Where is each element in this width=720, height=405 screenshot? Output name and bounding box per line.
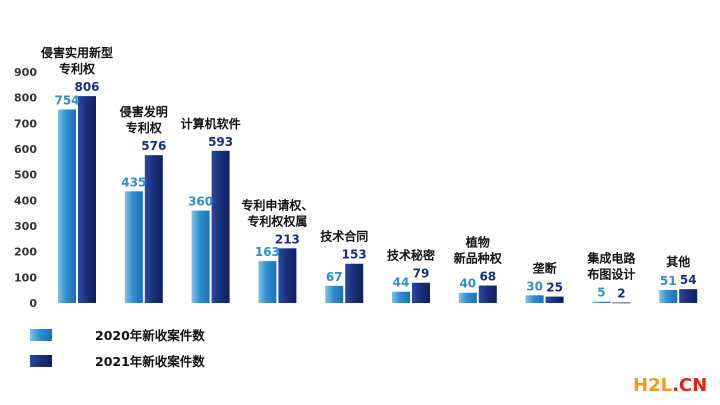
legend-label: 2021年新收案件数: [95, 354, 205, 369]
category-label: 侵害实用新型: [40, 45, 113, 60]
bars-group: [58, 96, 698, 304]
bar-2020: [58, 109, 76, 304]
data-label: 163: [255, 245, 280, 259]
bar-2020: [258, 261, 277, 303]
category-label: 植物: [465, 235, 490, 250]
category-label: 侵害发明: [119, 104, 168, 119]
y-tick-label: 0: [29, 297, 37, 310]
category-label: 技术合同: [320, 229, 368, 244]
bar-2021: [612, 302, 631, 304]
y-tick-label: 600: [14, 143, 37, 156]
category-label: 计算机软件: [181, 116, 241, 131]
category-label: 专利申请权、: [241, 197, 313, 212]
y-tick-label: 800: [14, 92, 37, 105]
category-label: 垄断: [533, 260, 557, 275]
data-label: 68: [479, 270, 496, 284]
bar-2021: [412, 282, 430, 303]
y-tick-label: 400: [14, 194, 37, 207]
legend: 2020年新收案件数 2021年新收案件数: [30, 328, 205, 369]
data-label: 79: [413, 267, 430, 281]
data-label: 54: [680, 273, 697, 287]
data-label: 5: [597, 286, 605, 300]
bar-2020: [191, 210, 210, 303]
data-label: 44: [393, 276, 410, 290]
category-label: 专利权权属: [247, 213, 307, 228]
data-label: 30: [526, 279, 543, 293]
category-label: 新品种权: [454, 251, 503, 266]
bar-2020: [392, 291, 410, 303]
data-label: 213: [275, 232, 300, 246]
bar-2020: [592, 301, 611, 303]
data-label: 25: [546, 281, 563, 295]
y-tick-label: 900: [14, 66, 37, 79]
category-label: 专利权: [126, 120, 163, 135]
legend-swatch-2021: [30, 355, 52, 367]
category-label: 其他: [666, 254, 690, 269]
data-label: 153: [342, 248, 367, 262]
y-axis: 0 100 200 300 400 500 600 700 800 900: [14, 66, 37, 310]
bar-2021: [345, 263, 364, 303]
data-label: 67: [326, 270, 343, 284]
watermark-part1: H2L: [633, 375, 672, 396]
y-tick-label: 100: [14, 271, 37, 284]
bar-2021: [545, 296, 564, 303]
data-label: 754: [54, 93, 79, 107]
data-label: 435: [121, 175, 146, 189]
data-label: 2: [617, 286, 625, 300]
bar-2020: [325, 285, 344, 303]
y-tick-label: 500: [14, 169, 37, 182]
bar-2021: [679, 289, 698, 303]
bar-2021: [478, 285, 497, 303]
legend-swatch-2020: [30, 329, 52, 341]
bar-2020: [458, 292, 477, 303]
y-tick-label: 700: [14, 117, 37, 130]
data-label: 360: [188, 195, 213, 209]
data-label: 806: [74, 80, 99, 94]
watermark-text: H2L.CN: [633, 375, 707, 396]
bar-2020: [124, 191, 143, 303]
data-label: 576: [141, 139, 166, 153]
category-label: 集成电路: [586, 251, 636, 266]
category-label: 技术秘密: [387, 248, 435, 263]
bar-2021: [211, 150, 230, 303]
data-label: 51: [660, 274, 677, 288]
legend-label: 2020年新收案件数: [95, 328, 205, 343]
category-label: 布图设计: [587, 267, 635, 282]
watermark-logo: H2L.CN: [633, 375, 707, 396]
y-tick-label: 300: [14, 220, 37, 233]
data-label: 40: [459, 277, 476, 291]
bar-2020: [659, 289, 678, 303]
bar-2021: [144, 155, 163, 303]
watermark-part2: .CN: [672, 375, 707, 396]
bar-2021: [78, 96, 96, 303]
category-label: 专利权: [59, 61, 96, 76]
bar-2021: [278, 248, 297, 303]
y-tick-label: 200: [14, 246, 37, 259]
bar-2020: [525, 295, 544, 303]
data-label: 593: [208, 135, 233, 149]
